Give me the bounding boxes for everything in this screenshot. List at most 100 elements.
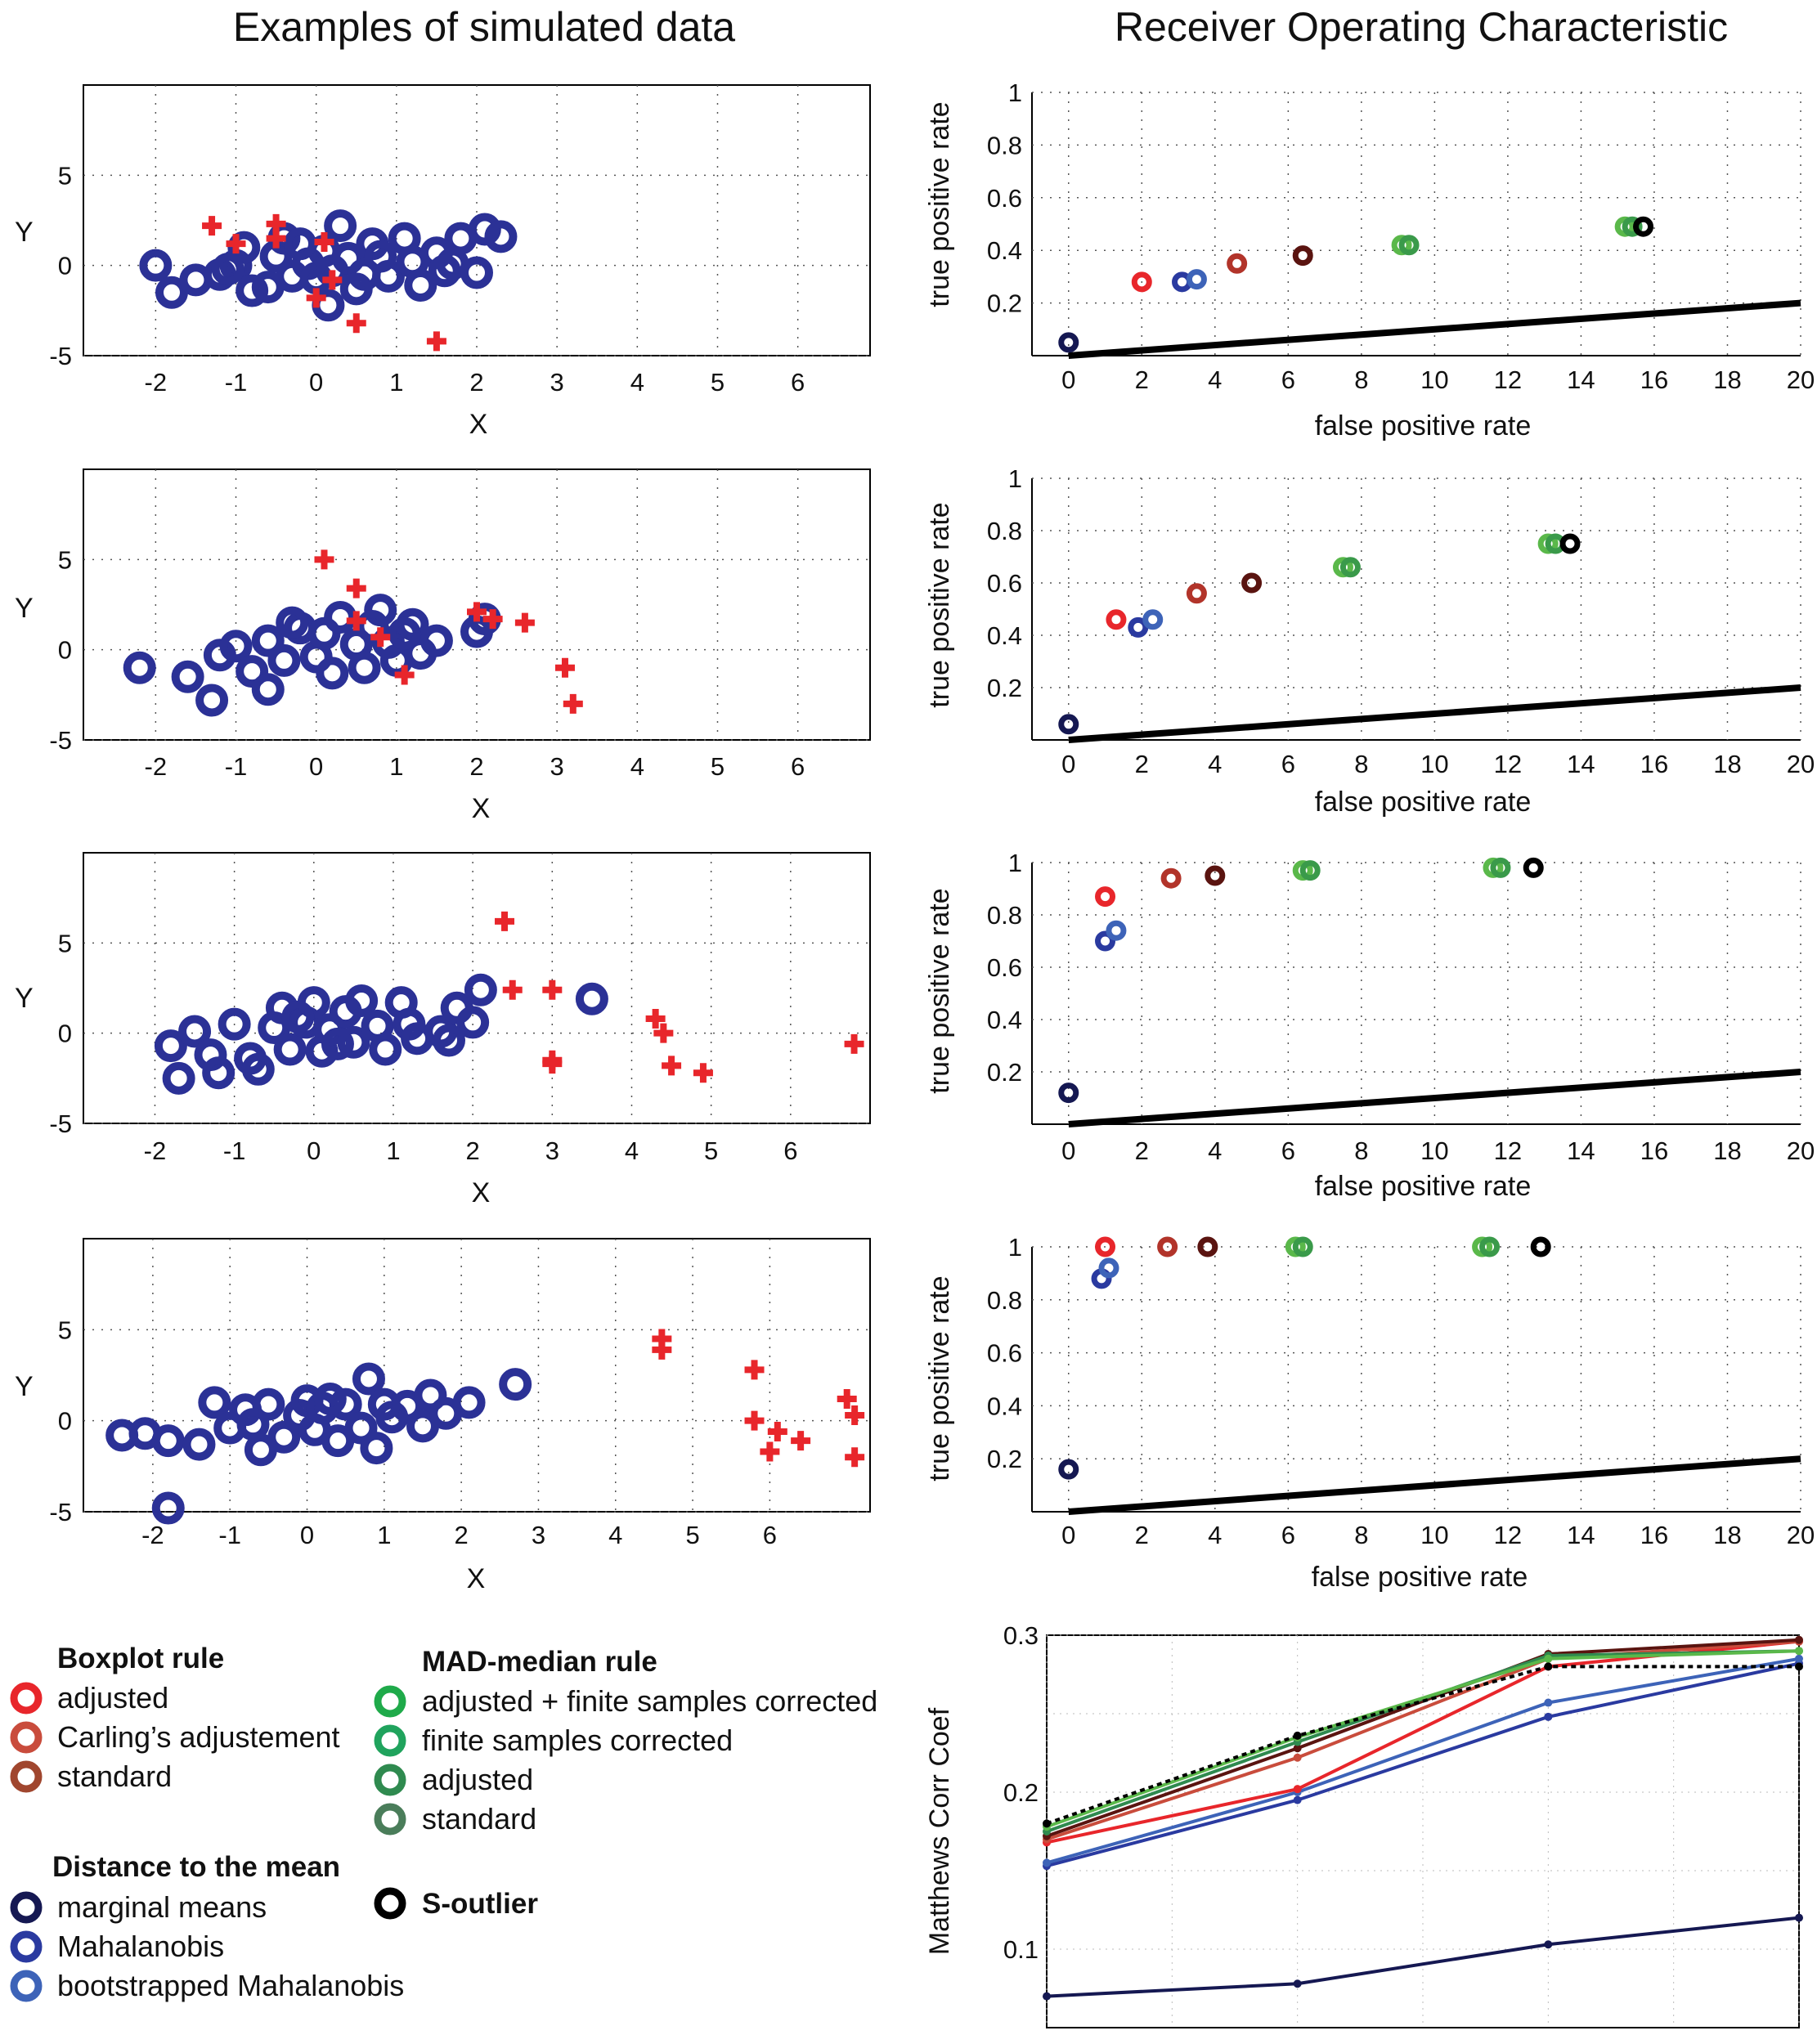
outlier-point [554,657,575,678]
y-tick-label: 1 [1008,849,1022,877]
roc-point [1285,1236,1306,1257]
x-tick-label: 4 [1208,1521,1222,1549]
y-tick-label: -5 [49,726,72,755]
inlier-point [284,227,317,261]
scatter-panel-4: -2 -1 0 1 2 3 4 5 6 -5 0 5 X Y [15,1238,871,1594]
outlier-point [394,665,415,685]
y-tick-label: 0.2 [987,674,1022,702]
x-axis-label: X [472,793,491,824]
inlier-point [345,984,379,1017]
outlier-point [791,1431,811,1451]
x-tick-label: 14 [1567,1136,1595,1165]
outlier-point [226,234,246,254]
mcc-panel: 02460.10.20.3Outlier distances to the tr… [924,1621,1806,2044]
y-tick-label: 1 [1008,1233,1022,1262]
roc-point [1339,557,1361,578]
x-tick-label: 20 [1787,365,1815,394]
x-tick-label: 5 [685,1521,699,1549]
scatter-panels: -2 -1 0 1 2 3 4 5 6 -5 0 5 X Y -2 -1 0 1 2 3 4 5 6 -5 0 5 X Y -2 -1 0 1… [15,84,871,1594]
y-tick-label: 0.6 [987,184,1022,213]
outlier-point [652,1329,672,1349]
y-tick-label: 1 [1008,78,1022,107]
inlier-point [307,616,341,650]
legend-label-mad-standard: standard [422,1802,536,1836]
inlier-point [452,1386,486,1419]
roc-point [1398,235,1420,256]
inlier-point [252,1387,285,1421]
x-tick-label: -2 [145,368,168,397]
outlier-point [542,1054,563,1074]
inlier-point [236,1408,270,1441]
legend-boxplot-heading: Boxplot rule [57,1643,224,1674]
inlier-point [162,1061,195,1095]
roc-point [1292,1236,1313,1257]
roc-point [1106,609,1127,630]
x-tick-label: 8 [1354,1136,1368,1165]
x-tick-label: 0 [309,752,323,781]
inlier-point [339,272,373,306]
inlier-point [155,276,188,309]
legend-distance-heading: Distance to the mean [52,1851,340,1883]
mcc-series-line [1046,1656,1800,1865]
x-tick-label: 6 [1281,1136,1295,1165]
x-tick-label: 3 [550,752,564,781]
x-tick-label: 4 [630,752,644,781]
legend-marker-boxplot-standard [10,1760,43,1793]
inlier-point [151,1491,185,1525]
x-tick-label: 2 [455,1521,469,1549]
roc-point [1633,216,1654,237]
chance-line [1068,299,1801,359]
x-tick-label: 14 [1567,750,1595,778]
inlier-point [276,606,309,639]
inlier-point [236,655,269,688]
legend-marker-mad-adjusted-finite [374,1685,406,1718]
outlier-point [837,1388,857,1409]
outlier-point [266,228,286,249]
inlier-point [464,973,497,1006]
legend-label-boxplot-adjusted: adjusted [57,1681,168,1715]
y-tick-label: 0.2 [987,1058,1022,1087]
roc-point [1186,269,1207,290]
legend-label-mad-adjusted-finite: adjusted + finite samples corrected [422,1684,877,1718]
roc-point [1227,253,1248,274]
y-tick-label: 0.2 [987,1445,1022,1473]
mcc-series-line [1046,1665,1799,1826]
inlier-point [344,1411,378,1445]
roc-point [1142,609,1164,630]
legend-label-mad-finite: finite samples corrected [422,1724,733,1757]
scatter-panel-2: -2 -1 0 1 2 3 4 5 6 -5 0 5 X Y [15,468,871,824]
roc-panel-2: 0 2 4 6 8 10 12 14 16 18 20 0.2 0.4 0.6 0.8 1 false posi… [924,464,1815,818]
legend-label-boxplot-standard: standard [57,1759,172,1793]
x-tick-label: 6 [1281,1521,1295,1549]
y-axis-label: Y [15,983,34,1014]
x-tick-label: 6 [791,752,805,781]
outlier-point [314,231,334,252]
inlier-point [139,249,173,282]
y-tick-label: 0 [58,1020,72,1048]
chance-line [1068,684,1801,743]
x-tick-label: 0 [1039,2039,1053,2044]
mcc-point [1043,1858,1051,1867]
y-axis-label: Matthews Corr Coef [924,1707,955,1955]
roc-point [1098,1257,1119,1279]
outlier-point [482,609,503,630]
x-tick-label: -2 [141,1521,164,1549]
y-axis-label: Y [15,217,34,248]
legend-label-bootstrapped-mahalanobis: bootstrapped Mahalanobis [57,1969,404,2002]
inlier-point [348,651,381,684]
outlier-point [845,1405,865,1425]
x-tick-label: 20 [1787,1136,1815,1165]
x-tick-label: 0 [1061,1521,1075,1549]
x-tick-label: -2 [145,752,168,781]
outlier-point [653,1023,674,1043]
y-tick-label: 0.8 [987,517,1022,545]
mcc-point [1795,1647,1803,1656]
x-tick-label: 4 [1208,365,1222,394]
outlier-point [662,1056,682,1076]
y-tick-label: -5 [49,342,72,370]
mcc-point [1043,1992,1051,2001]
mcc-point [1544,1662,1553,1671]
y-tick-label: 0.2 [1003,1778,1039,1807]
